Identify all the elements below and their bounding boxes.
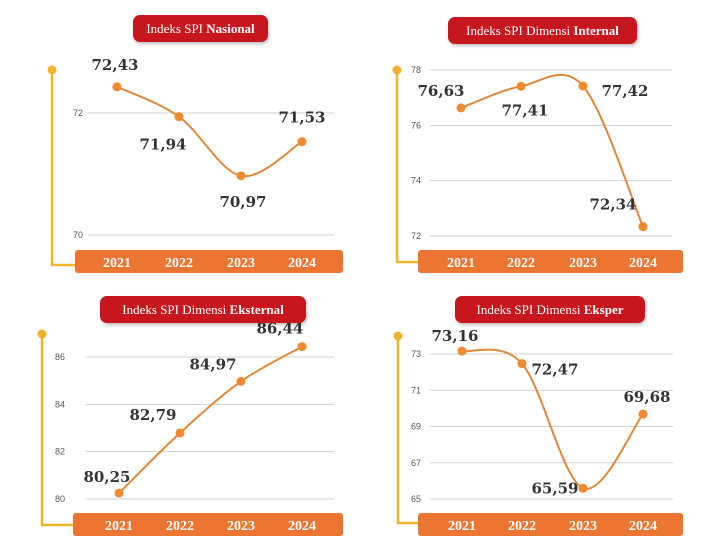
y-tick-label: 74: [411, 176, 421, 186]
data-point: [236, 376, 246, 386]
x-axis-bar: [418, 250, 683, 273]
x-tick-label: 2023: [227, 519, 255, 534]
title-prefix: Indeks SPI Dimensi: [476, 302, 584, 317]
series-line: [460, 73, 644, 227]
data-label: 65,59: [532, 479, 579, 497]
y-tick-label: 76: [411, 120, 421, 130]
data-label: 72,43: [92, 56, 139, 74]
y-tick-label: 72: [411, 231, 421, 241]
data-point: [578, 81, 588, 91]
y-tick-label: 73: [411, 349, 421, 359]
x-axis-bar: [75, 250, 343, 273]
data-label: 80,25: [84, 468, 131, 486]
frame-dot: [392, 65, 402, 75]
frame-dot: [393, 331, 403, 341]
y-tick-label: 72: [73, 108, 83, 118]
series-line: [116, 85, 303, 177]
axis-frame: [50, 70, 75, 267]
frame-dot: [37, 329, 47, 339]
x-tick-label: 2021: [448, 519, 476, 534]
series-line: [118, 345, 303, 494]
data-label: 72,47: [532, 361, 579, 379]
title-emphasis: Eksper: [583, 302, 624, 317]
data-point: [174, 112, 184, 122]
chart-1: 70 72 2021 2022 2023 2024 72,43 71,94 70,97 71,53: [47, 56, 343, 273]
x-axis-bar: [418, 513, 683, 536]
chart-2: 72 74 76 78 2021 2022 2023 2024 76,63 77,41 77,42 7…: [392, 65, 683, 273]
data-label: 71,53: [279, 109, 326, 127]
chart-title: Indeks SPI Nasional: [133, 15, 268, 42]
chart-3: 80 82 84 86 2021 2022 2023 2024 80,25 82,79 84,97 8…: [37, 320, 343, 536]
data-point: [236, 171, 246, 181]
title-emphasis: Nasional: [206, 21, 255, 36]
x-tick-label: 2024: [629, 256, 657, 271]
x-tick-label: 2023: [227, 256, 255, 271]
x-tick-label: 2024: [288, 519, 316, 534]
x-tick-label: 2022: [166, 519, 194, 534]
x-tick-label: 2021: [105, 519, 133, 534]
x-axis-bar: [73, 513, 343, 536]
x-tick-label: 2021: [447, 256, 475, 271]
axis-frame: [396, 336, 418, 525]
data-label: 84,97: [190, 355, 237, 373]
data-point: [457, 346, 467, 356]
axis-frame: [395, 70, 418, 264]
y-tick-label: 78: [411, 65, 421, 75]
title-prefix: Indeks SPI: [146, 21, 207, 36]
data-point: [638, 222, 648, 232]
data-point: [297, 342, 307, 352]
chart-title: Indeks SPI Dimensi Eksper: [455, 296, 645, 323]
x-tick-label: 2024: [288, 256, 316, 271]
frame-dot: [47, 65, 57, 75]
data-point: [297, 137, 307, 147]
x-tick-label: 2022: [508, 519, 536, 534]
x-tick-label: 2023: [569, 519, 597, 534]
data-label: 73,16: [432, 327, 479, 345]
data-point: [175, 428, 185, 438]
data-point: [517, 359, 527, 369]
title-emphasis: Internal: [573, 23, 619, 38]
y-tick-label: 80: [55, 494, 65, 504]
chart-4: 65 67 69 71 73 2021 2022 2023 2024 73,16 72,47 65,5…: [393, 327, 683, 536]
chart-title: Indeks SPI Dimensi Eksternal: [100, 296, 306, 323]
x-tick-label: 2022: [165, 256, 193, 271]
title-emphasis: Eksternal: [229, 302, 284, 317]
x-tick-label: 2021: [103, 256, 131, 271]
y-tick-label: 86: [55, 352, 65, 362]
y-tick-label: 70: [73, 230, 83, 240]
data-label: 76,63: [418, 82, 465, 100]
y-tick-label: 82: [55, 447, 65, 457]
y-tick-label: 84: [55, 399, 65, 409]
title-prefix: Indeks SPI Dimensi: [466, 23, 574, 38]
x-tick-label: 2023: [569, 256, 597, 271]
data-label: 70,97: [220, 193, 267, 211]
data-label: 77,42: [602, 82, 649, 100]
data-point: [638, 409, 648, 419]
chart-title: Indeks SPI Dimensi Internal: [448, 17, 637, 44]
data-point: [112, 82, 122, 92]
data-point: [114, 488, 124, 498]
y-tick-label: 65: [411, 494, 421, 504]
data-point: [516, 81, 526, 91]
data-label: 71,94: [140, 136, 187, 154]
data-point: [578, 483, 588, 493]
data-point: [456, 103, 466, 113]
y-tick-label: 71: [411, 385, 421, 395]
data-label: 82,79: [130, 406, 177, 424]
title-prefix: Indeks SPI Dimensi: [122, 302, 230, 317]
x-tick-label: 2024: [629, 519, 657, 534]
data-label: 77,41: [502, 101, 549, 119]
axis-frame: [40, 334, 73, 527]
data-label: 69,68: [624, 388, 671, 406]
y-tick-label: 67: [411, 458, 421, 468]
x-tick-label: 2022: [507, 256, 535, 271]
data-label: 86,44: [257, 320, 304, 338]
y-tick-label: 69: [411, 422, 421, 432]
series-line: [461, 348, 644, 490]
data-label: 72,34: [590, 196, 637, 214]
